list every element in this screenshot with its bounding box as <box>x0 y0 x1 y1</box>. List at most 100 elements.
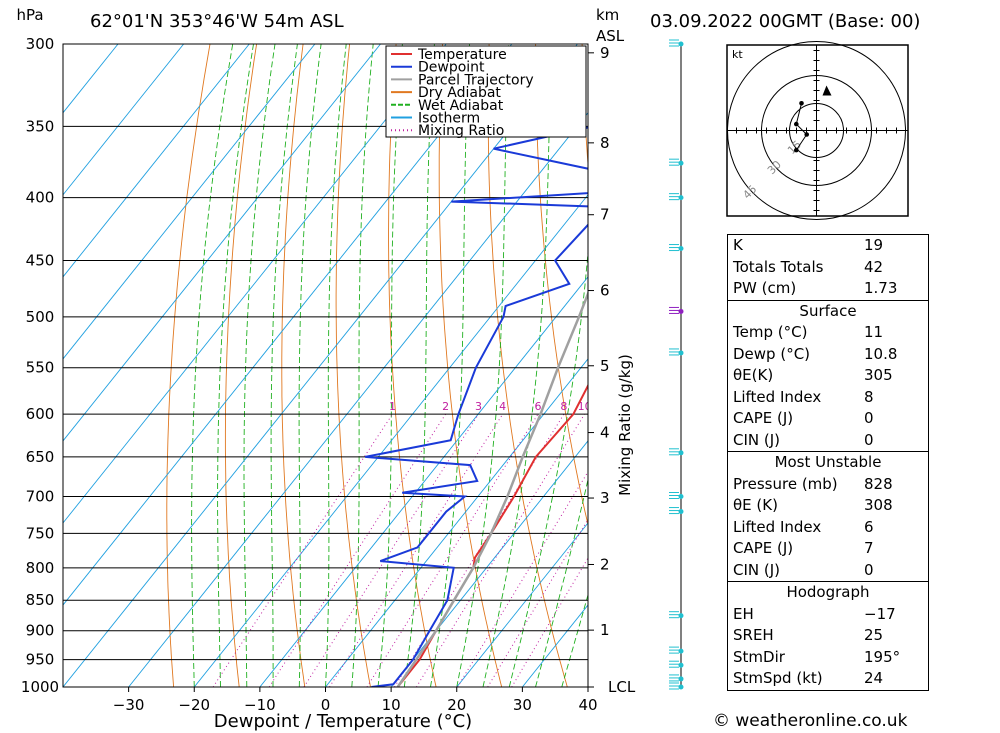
legend-entry: Dry Adiabat <box>418 85 501 101</box>
x-tick-label: 40 <box>578 696 597 714</box>
wet-adiabat <box>535 477 588 687</box>
wind-level-marker <box>678 648 684 654</box>
wet-adiabat <box>561 593 588 687</box>
most-unstable-heading: Most Unstable <box>774 453 882 471</box>
dry-adiabat <box>335 44 371 687</box>
hodograph-point <box>804 132 809 137</box>
stats-row: CIN (J) 0 <box>728 430 928 452</box>
wet-adiabat <box>403 44 435 687</box>
stats-label: θE (K) <box>733 496 778 514</box>
mixing-ratio-label: 20 <box>645 400 659 413</box>
pressure-unit-label: hPa <box>16 6 43 24</box>
dry-adiabat <box>388 44 437 687</box>
height-tick-label: 2 <box>600 555 610 573</box>
stats-value: 0 <box>864 409 874 427</box>
stats-table: K 19 Totals Totals 42 PW (cm) 1.73 Surface Te… <box>727 234 929 691</box>
stats-label: θE(K) <box>733 366 774 384</box>
height-tick-label: 3 <box>600 489 610 507</box>
x-tick-label: −10 <box>244 696 276 714</box>
stats-row: θE (K) 308 <box>728 495 928 517</box>
height-tick-label: 8 <box>600 134 610 152</box>
height-tick-label: 1 <box>600 621 610 639</box>
profile-traces <box>365 126 588 687</box>
stats-value: 828 <box>864 474 893 493</box>
pressure-tick-label: 350 <box>26 117 55 135</box>
stats-value: 19 <box>864 236 884 254</box>
isotherm <box>63 44 578 687</box>
stats-row: Dewp (°C) 10.8 <box>728 344 928 366</box>
hodograph-point <box>799 101 804 106</box>
isotherm <box>63 44 185 196</box>
stats-row: Pressure (mb) 828 <box>728 474 928 496</box>
legend-entry: Mixing Ratio <box>418 123 504 139</box>
height-tick-label: 9 <box>600 44 610 62</box>
pressure-tick-label: 800 <box>26 559 55 577</box>
pressure-tick-label: 600 <box>26 405 55 423</box>
isotherm <box>63 44 250 278</box>
pressure-tick-label: 850 <box>26 591 55 609</box>
mixing-ratio-line <box>366 413 539 687</box>
hodograph-heading: Hodograph <box>786 583 870 601</box>
height-tick-label: 7 <box>600 206 610 224</box>
legend-entry: Temperature <box>417 47 507 63</box>
x-axis-label: Dewpoint / Temperature (°C) <box>214 711 472 732</box>
stats-label: StmSpd (kt) <box>733 669 823 687</box>
wind-level-marker <box>678 41 684 47</box>
stats-label: CAPE (J) <box>733 539 794 557</box>
trace-parcel-trajectory <box>396 290 588 687</box>
wind-profile <box>669 39 684 690</box>
hodograph-unit-label: kt <box>732 48 743 61</box>
isotherm <box>63 44 316 360</box>
mixing-ratio-label: 25 <box>667 400 681 413</box>
x-tick-label: −20 <box>178 696 210 714</box>
wet-adiabat <box>508 246 588 687</box>
wind-level-marker <box>678 676 684 682</box>
legend-entry: Parcel Trajectory <box>418 72 534 88</box>
pressure-tick-label: 900 <box>26 622 55 640</box>
wind-level-marker <box>678 160 684 166</box>
location-title: 62°01'N 353°46'W 54m ASL <box>90 11 344 32</box>
stats-row: Totals Totals 42 <box>728 257 928 279</box>
x-tick-label: 30 <box>513 696 532 714</box>
mixing-ratio-line <box>329 413 504 687</box>
pressure-tick-label: 400 <box>26 189 55 207</box>
height-tick-label: 4 <box>600 424 610 442</box>
mixing-ratio-label: 8 <box>560 400 567 413</box>
stats-row: EH −17 <box>728 604 928 626</box>
stats-value: 42 <box>864 257 884 276</box>
stats-value: 0 <box>864 560 874 579</box>
wind-level-marker <box>678 494 684 500</box>
wet-adiabat <box>298 44 322 687</box>
stats-value: 11 <box>864 323 884 341</box>
wind-level-marker <box>678 662 684 668</box>
isotherm <box>325 358 588 687</box>
wind-level-marker <box>678 246 684 252</box>
hodograph-point <box>794 147 799 153</box>
stats-value: 195° <box>864 647 901 666</box>
legend-entry: Dewpoint <box>418 60 485 76</box>
stats-label: CAPE (J) <box>733 409 794 427</box>
stats-value: 7 <box>864 539 874 557</box>
stats-value: −17 <box>864 604 896 623</box>
stats-row: CIN (J) 0 <box>728 560 928 582</box>
isotherm <box>390 440 588 687</box>
mixing-ratio-line <box>212 413 393 687</box>
isotherm <box>193 194 588 687</box>
stats-label: Dewp (°C) <box>733 344 811 363</box>
pressure-tick-label: 700 <box>26 488 55 506</box>
mixing-ratio-line <box>415 413 586 687</box>
wet-adiabat <box>217 44 254 687</box>
pressure-tick-label: 950 <box>26 651 55 669</box>
height-unit-km: km <box>596 6 619 24</box>
stats-row: StmSpd (kt) 24 <box>728 668 928 690</box>
stats-value: 305 <box>864 366 893 384</box>
stats-label: StmDir <box>733 647 785 666</box>
wind-level-marker <box>678 350 684 356</box>
wet-adiabat <box>243 44 276 687</box>
pressure-tick-label: 1000 <box>21 678 59 696</box>
isotherm <box>259 276 588 687</box>
stats-label: EH <box>733 604 754 623</box>
height-tick-label: 6 <box>600 282 610 300</box>
